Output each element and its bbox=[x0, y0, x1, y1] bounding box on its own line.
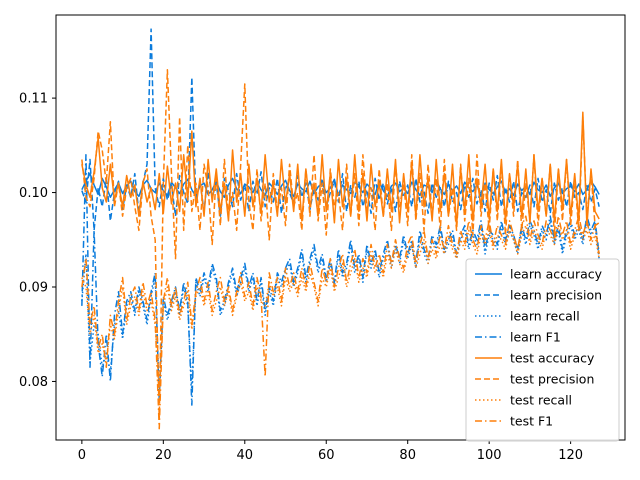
x-axis: 0 20 40 60 80 100 120 bbox=[78, 440, 583, 463]
legend-label: test F1 bbox=[510, 414, 553, 429]
x-tick-label: 40 bbox=[237, 448, 254, 463]
x-tick-label: 100 bbox=[477, 448, 502, 463]
legend-label: learn accuracy bbox=[510, 267, 603, 282]
series-line-learn-recall bbox=[81, 220, 600, 392]
y-tick-label: 0.11 bbox=[19, 92, 48, 107]
x-tick-label: 120 bbox=[558, 448, 583, 463]
series-lines bbox=[81, 28, 600, 430]
y-axis: 0.08 0.09 0.10 0.11 bbox=[19, 92, 56, 390]
series-line-test-precision bbox=[81, 69, 600, 420]
series-line-test-accuracy bbox=[81, 111, 600, 227]
legend-label: learn precision bbox=[510, 288, 602, 303]
series-line-learn-precision bbox=[81, 28, 600, 232]
legend: learn accuracy learn precision learn recal… bbox=[465, 258, 620, 442]
series-line-test-recall bbox=[81, 224, 600, 392]
legend-label: test precision bbox=[510, 372, 594, 387]
x-tick-label: 20 bbox=[155, 448, 172, 463]
x-tick-label: 60 bbox=[318, 448, 335, 463]
series-line-test-f1 bbox=[81, 215, 600, 430]
legend-label: learn F1 bbox=[510, 330, 561, 345]
y-tick-label: 0.09 bbox=[19, 281, 48, 296]
y-tick-label: 0.08 bbox=[19, 375, 48, 390]
legend-label: test accuracy bbox=[510, 351, 595, 366]
series-layer bbox=[81, 28, 600, 430]
x-tick-label: 0 bbox=[78, 448, 86, 463]
x-tick-label: 80 bbox=[399, 448, 416, 463]
legend-label: test recall bbox=[510, 393, 572, 408]
legend-box bbox=[465, 258, 620, 442]
y-tick-label: 0.10 bbox=[19, 186, 48, 201]
plot-frame bbox=[55, 14, 626, 441]
legend-label: learn recall bbox=[510, 309, 580, 324]
